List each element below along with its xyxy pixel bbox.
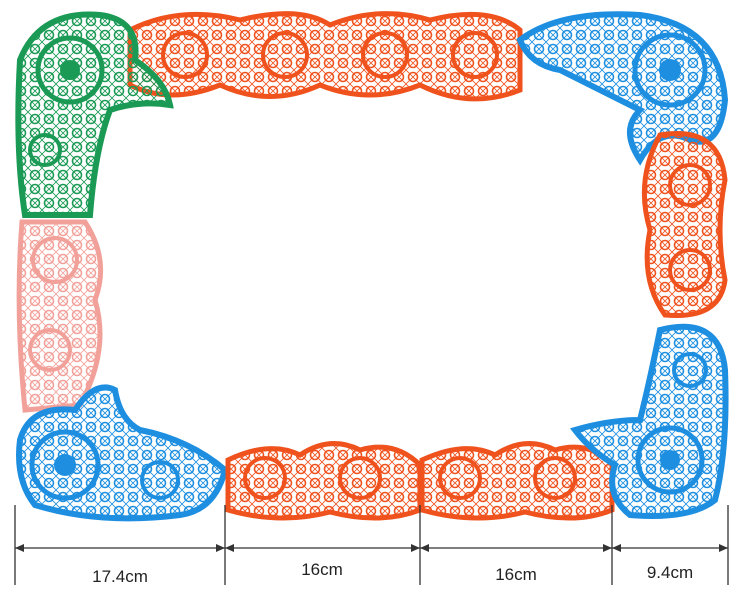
- dimension-label: 16cm: [301, 560, 343, 579]
- lace-bottom-strip: [225, 441, 423, 521]
- dimension-label: 16cm: [495, 565, 537, 584]
- lace-bottom-right-corner: [569, 323, 729, 519]
- dimension-label: 9.4cm: [647, 563, 693, 582]
- lace-bottom-strip: [419, 441, 615, 521]
- dimension-lines: [14, 505, 729, 585]
- lace-top-left-corner: [15, 11, 174, 218]
- lace-top-strip: [127, 11, 523, 102]
- lace-bottom-left-corner: [16, 384, 229, 522]
- dimension-label: 17.4cm: [92, 567, 148, 586]
- lace-right-strip: [641, 131, 728, 319]
- lace-left-strip: [16, 219, 104, 413]
